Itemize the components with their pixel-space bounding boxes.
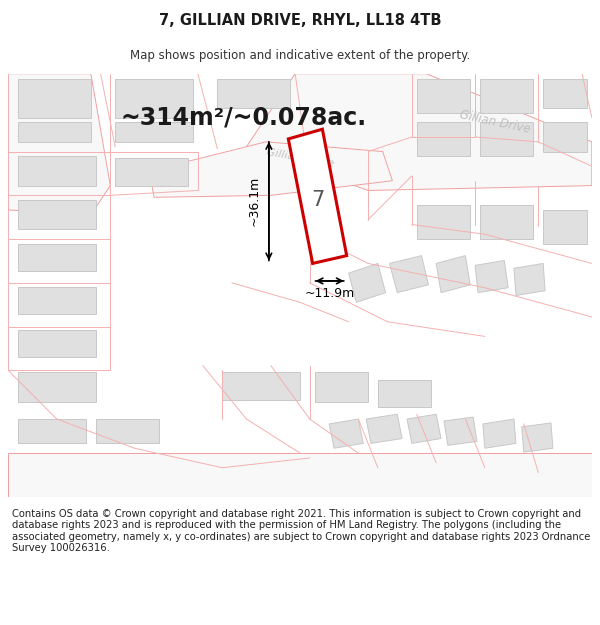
Polygon shape [483, 419, 516, 448]
Polygon shape [417, 205, 470, 239]
Polygon shape [444, 417, 477, 446]
Polygon shape [389, 256, 428, 292]
Polygon shape [480, 122, 533, 156]
Text: ~36.1m: ~36.1m [248, 176, 261, 226]
Polygon shape [543, 122, 587, 152]
Polygon shape [18, 419, 86, 443]
Polygon shape [18, 122, 91, 142]
Text: Gillian Drive: Gillian Drive [265, 148, 335, 169]
Polygon shape [18, 244, 96, 271]
Polygon shape [217, 79, 290, 107]
Polygon shape [407, 414, 441, 443]
Polygon shape [8, 74, 592, 497]
Polygon shape [247, 74, 592, 191]
Polygon shape [480, 79, 533, 112]
Polygon shape [417, 122, 470, 156]
Text: Map shows position and indicative extent of the property.: Map shows position and indicative extent… [130, 49, 470, 62]
Polygon shape [115, 79, 193, 118]
Text: 7: 7 [311, 190, 324, 210]
Polygon shape [222, 372, 300, 399]
Text: 7, GILLIAN DRIVE, RHYL, LL18 4TB: 7, GILLIAN DRIVE, RHYL, LL18 4TB [159, 13, 441, 28]
Text: ~314m²/~0.078ac.: ~314m²/~0.078ac. [120, 106, 366, 129]
Polygon shape [289, 129, 347, 263]
Polygon shape [329, 419, 363, 448]
Polygon shape [115, 122, 193, 142]
Polygon shape [18, 200, 96, 229]
Polygon shape [417, 79, 470, 112]
Polygon shape [349, 263, 386, 302]
Polygon shape [96, 419, 159, 443]
Text: Contains OS data © Crown copyright and database right 2021. This information is : Contains OS data © Crown copyright and d… [12, 509, 590, 553]
Text: ~11.9m: ~11.9m [305, 287, 355, 300]
Polygon shape [8, 74, 110, 215]
Polygon shape [18, 156, 96, 186]
Polygon shape [18, 329, 96, 357]
Polygon shape [480, 205, 533, 239]
Polygon shape [378, 380, 431, 408]
Polygon shape [8, 453, 592, 497]
Polygon shape [115, 158, 188, 186]
Text: Gillian Drive: Gillian Drive [458, 109, 531, 136]
Polygon shape [18, 287, 96, 314]
Polygon shape [366, 414, 402, 443]
Polygon shape [18, 79, 91, 118]
Polygon shape [543, 79, 587, 107]
Polygon shape [522, 423, 553, 452]
Polygon shape [514, 263, 545, 296]
Polygon shape [475, 261, 508, 292]
Polygon shape [149, 142, 392, 198]
Polygon shape [543, 210, 587, 244]
Polygon shape [18, 372, 96, 401]
Polygon shape [436, 256, 470, 292]
Polygon shape [314, 372, 368, 401]
